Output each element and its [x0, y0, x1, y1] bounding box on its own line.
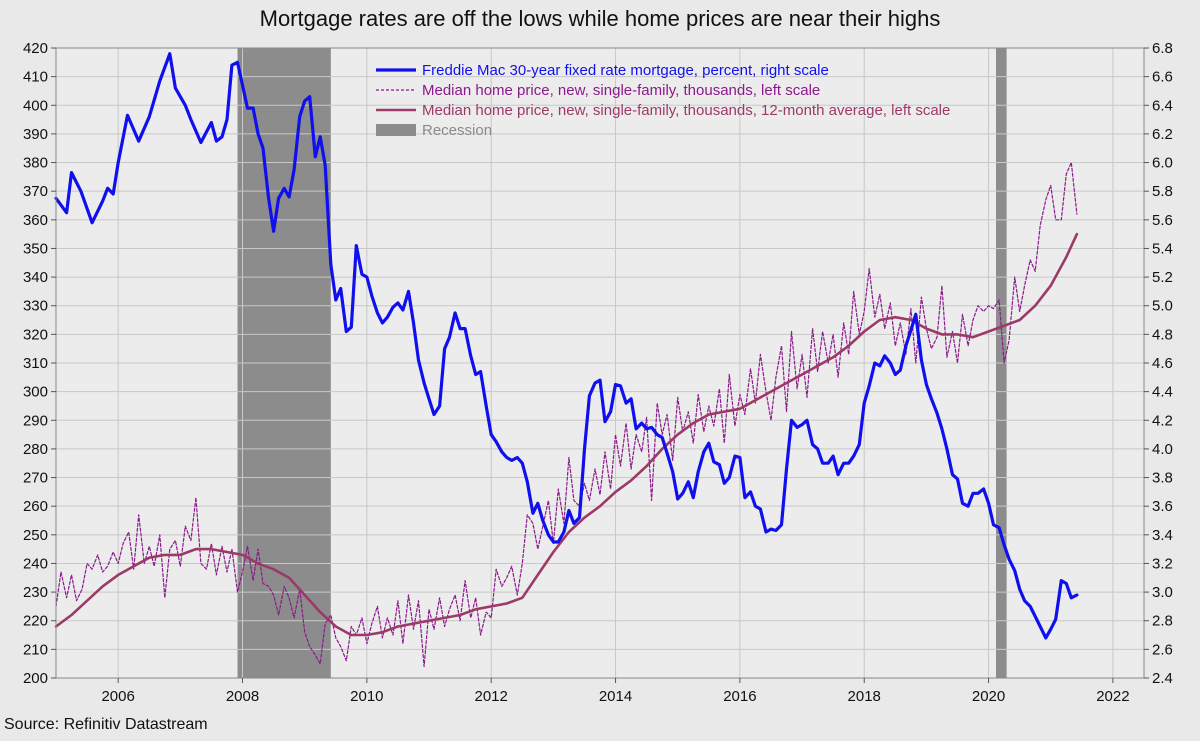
- x-tick-label: 2022: [1096, 688, 1129, 705]
- y-left-tick-label: 280: [23, 441, 48, 458]
- y-left-tick-label: 370: [23, 183, 48, 200]
- x-tick-label: 2016: [723, 688, 756, 705]
- x-tick-label: 2006: [101, 688, 134, 705]
- x-tick-label: 2018: [848, 688, 881, 705]
- legend-label-1: Freddie Mac 30-year fixed rate mortgage,…: [422, 62, 829, 79]
- y-right-tick-label: 6.8: [1152, 40, 1173, 57]
- y-right-tick-label: 5.4: [1152, 240, 1173, 257]
- y-right-tick-label: 3.6: [1152, 498, 1173, 515]
- x-tick-label: 2012: [475, 688, 508, 705]
- axes: 200 210 220 230 240 250 260 270 280 290 300 310 320 3…: [23, 40, 1173, 705]
- chart-title: Mortgage rates are off the lows while ho…: [259, 6, 941, 31]
- series-line-1: [54, 52, 1079, 640]
- y-left-tick-label: 290: [23, 412, 48, 429]
- y-right-tick-label: 5.8: [1152, 183, 1173, 200]
- y-left-tick-label: 320: [23, 326, 48, 343]
- legend-label-4: Recession: [422, 122, 492, 139]
- y-left-tick-label: 270: [23, 470, 48, 487]
- y-right-tick-label: 4.6: [1152, 355, 1173, 372]
- legend-swatch-recession: [376, 124, 416, 136]
- x-tick-label: 2008: [226, 688, 259, 705]
- y-left-tick-label: 230: [23, 584, 48, 601]
- y-right-tick-label: 5.2: [1152, 269, 1173, 286]
- y-left-tick-label: 240: [23, 555, 48, 572]
- y-left-tick-label: 210: [23, 641, 48, 658]
- y-left-tick-label: 300: [23, 384, 48, 401]
- y-right-tick-label: 6.2: [1152, 126, 1173, 143]
- y-left-tick-label: 390: [23, 126, 48, 143]
- y-right-tick-label: 3.0: [1152, 584, 1173, 601]
- y-right-tick-label: 3.4: [1152, 527, 1173, 544]
- y-right-tick-label: 4.2: [1152, 412, 1173, 429]
- y-left-tick-label: 420: [23, 40, 48, 57]
- x-tick-label: 2010: [350, 688, 383, 705]
- y-left-tick-label: 380: [23, 155, 48, 172]
- y-left-tick-label: 200: [23, 670, 48, 687]
- y-left-tick-label: 330: [23, 298, 48, 315]
- y-right-tick-label: 4.0: [1152, 441, 1173, 458]
- y-right-tick-label: 4.8: [1152, 326, 1173, 343]
- y-right-tick-label: 2.6: [1152, 641, 1173, 658]
- y-right-tick-label: 6.4: [1152, 97, 1173, 114]
- y-right-tick-label: 6.6: [1152, 69, 1173, 86]
- y-right-tick-label: 4.4: [1152, 384, 1173, 401]
- y-right-tick-label: 2.8: [1152, 613, 1173, 630]
- y-left-tick-label: 340: [23, 269, 48, 286]
- y-right-tick-label: 5.6: [1152, 212, 1173, 229]
- y-left-tick-label: 400: [23, 97, 48, 114]
- y-left-tick-label: 360: [23, 212, 48, 229]
- y-left-tick-label: 410: [23, 69, 48, 86]
- x-tick-label: 2020: [972, 688, 1005, 705]
- y-right-tick-label: 3.8: [1152, 470, 1173, 487]
- y-left-tick-label: 350: [23, 240, 48, 257]
- y-left-tick-label: 260: [23, 498, 48, 515]
- source-note: Source: Refinitiv Datastream: [4, 716, 208, 733]
- y-right-tick-label: 2.4: [1152, 670, 1173, 687]
- legend-label-3: Median home price, new, single-family, t…: [422, 102, 950, 119]
- y-left-tick-label: 250: [23, 527, 48, 544]
- y-left-tick-label: 220: [23, 613, 48, 630]
- series-layer: [54, 52, 1079, 668]
- y-right-tick-label: 6.0: [1152, 155, 1173, 172]
- y-right-tick-label: 3.2: [1152, 555, 1173, 572]
- x-tick-label: 2014: [599, 688, 632, 705]
- y-right-tick-label: 5.0: [1152, 298, 1173, 315]
- y-left-tick-label: 310: [23, 355, 48, 372]
- legend: Freddie Mac 30-year fixed rate mortgage,…: [376, 62, 950, 139]
- legend-label-2: Median home price, new, single-family, t…: [422, 82, 820, 99]
- series-line-3: [54, 232, 1079, 637]
